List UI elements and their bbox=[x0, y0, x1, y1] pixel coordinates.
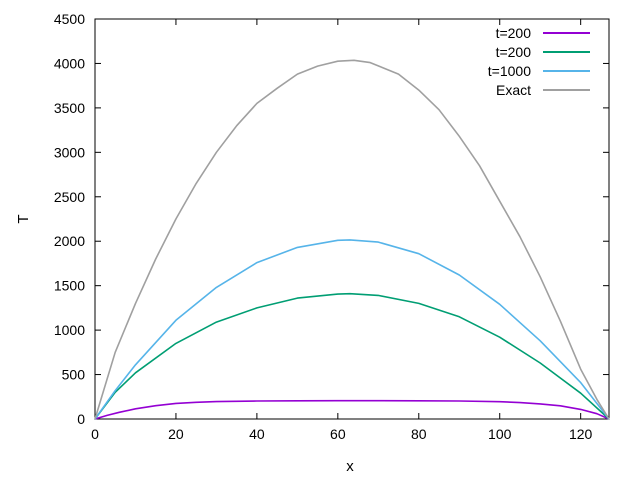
legend-label: t=200 bbox=[496, 44, 532, 60]
plot-frame bbox=[94, 18, 610, 420]
y-tick-label: 3500 bbox=[54, 100, 85, 116]
legend-label: t=200 bbox=[496, 25, 532, 41]
x-tick-label: 20 bbox=[168, 426, 184, 442]
legend: t=200 t=200 t=1000 Exact bbox=[488, 25, 590, 98]
legend-label: Exact bbox=[496, 82, 531, 98]
legend-label: t=1000 bbox=[488, 63, 531, 79]
y-tick-label: 1000 bbox=[54, 322, 85, 338]
y-tick-label: 3000 bbox=[54, 144, 85, 160]
y-tick-label: 4000 bbox=[54, 55, 85, 71]
y-tick-label: 0 bbox=[77, 411, 85, 427]
series-line-2 bbox=[94, 239, 610, 420]
y-tick-label: 4500 bbox=[54, 11, 85, 27]
series-line-1 bbox=[94, 292, 610, 420]
series-line-0 bbox=[94, 399, 610, 420]
x-tick-label: 0 bbox=[91, 426, 99, 442]
y-tick-label: 500 bbox=[62, 367, 86, 383]
y-axis-label: T bbox=[15, 214, 32, 223]
x-axis-label: x bbox=[346, 458, 354, 475]
y-tick-label: 1500 bbox=[54, 278, 85, 294]
x-tick-label: 120 bbox=[569, 426, 593, 442]
series-line-3 bbox=[94, 59, 610, 420]
y-tick-label: 2500 bbox=[54, 189, 85, 205]
series-layer bbox=[94, 59, 610, 420]
x-tick-label: 40 bbox=[249, 426, 265, 442]
x-tick-label: 100 bbox=[488, 426, 512, 442]
axis-ticks: 0 20 40 60 80 100 120 0 500 1000 1500 2000 2500 3000 3… bbox=[54, 11, 609, 442]
x-tick-label: 80 bbox=[411, 426, 427, 442]
x-tick-label: 60 bbox=[330, 426, 346, 442]
y-tick-label: 2000 bbox=[54, 233, 85, 249]
